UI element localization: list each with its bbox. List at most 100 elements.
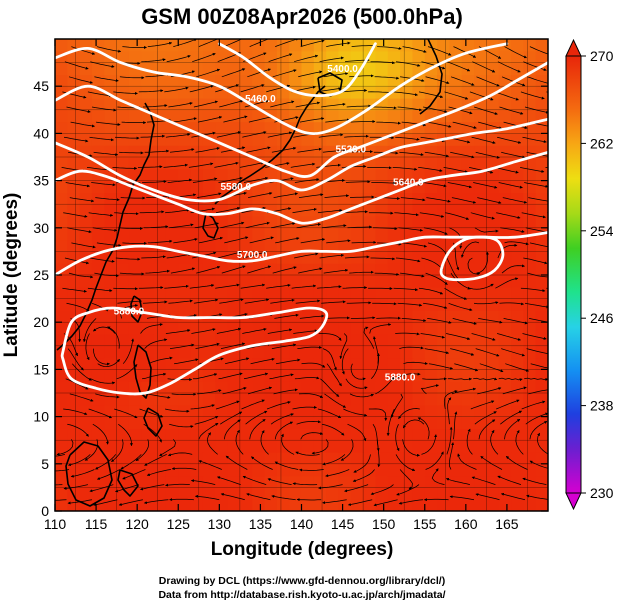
heat-cell (165, 263, 179, 276)
streamline (195, 147, 220, 153)
heat-cell (128, 452, 142, 465)
streamline (423, 302, 448, 309)
streamline (446, 426, 453, 455)
heat-cell (535, 180, 548, 193)
heat-cell (523, 487, 537, 500)
heat-cell (301, 286, 315, 300)
heat-cell (239, 416, 253, 429)
streamline (505, 455, 528, 470)
streamline (503, 121, 528, 129)
x-tick-label: 140 (290, 516, 314, 532)
heat-cell (190, 345, 204, 359)
heat-cell (301, 133, 315, 146)
heat-cell (67, 180, 81, 193)
heat-cell (116, 216, 130, 229)
heat-cell (449, 416, 463, 429)
heat-cell (449, 216, 463, 229)
heat-cell (474, 298, 487, 311)
heat-cell (498, 440, 512, 453)
heat-cell (153, 216, 167, 229)
heat-cell (498, 416, 512, 429)
heat-cell (141, 369, 155, 382)
heat-cell (128, 334, 142, 347)
heat-cell (375, 298, 389, 311)
y-tick-label: 0 (41, 503, 49, 519)
streamline (173, 237, 198, 244)
heat-cell (165, 157, 179, 170)
heat-cell (313, 239, 327, 252)
heat-cell (55, 310, 68, 323)
streamline (270, 413, 294, 425)
streamline (115, 257, 141, 261)
streamline (399, 151, 424, 157)
streamline (122, 469, 146, 480)
streamline (91, 182, 116, 187)
streamline (270, 298, 295, 304)
streamline (471, 476, 496, 485)
streamline (473, 182, 498, 189)
heat-cell (474, 428, 487, 441)
heat-cell (239, 357, 253, 370)
heat-cell (326, 180, 340, 193)
x-tick-label: 150 (372, 516, 396, 532)
heat-cell (461, 145, 475, 158)
streamline (63, 484, 88, 490)
streamline (169, 148, 195, 153)
streamline (265, 161, 290, 168)
heat-cell (461, 133, 475, 146)
streamline (270, 100, 295, 108)
heat-cell (449, 74, 463, 87)
streamline (529, 421, 548, 440)
heat-cell (424, 275, 438, 288)
streamline (96, 121, 121, 126)
heat-cell (215, 50, 229, 64)
heat-cell (239, 62, 253, 75)
heat-cell (128, 157, 142, 170)
streamline (246, 146, 271, 153)
streamline (198, 460, 222, 470)
heat-cell (239, 322, 253, 335)
heat-cell (190, 39, 204, 52)
heat-cell (511, 204, 524, 217)
heat-cell (424, 334, 438, 347)
streamline (371, 181, 396, 185)
streamline (141, 58, 166, 63)
heat-cell (523, 74, 537, 87)
x-tick-label: 130 (208, 516, 232, 532)
streamline (502, 197, 528, 204)
streamline (451, 387, 477, 395)
colorbar-gradient (565, 55, 582, 494)
streamline (445, 478, 470, 485)
streamline (419, 212, 445, 218)
heat-cell (165, 452, 179, 465)
heat-cell (498, 263, 512, 276)
streamline (114, 136, 140, 140)
streamline (292, 482, 318, 486)
heat-cell (55, 275, 68, 288)
heat-cell (461, 475, 475, 488)
heat-cell (67, 157, 81, 170)
streamline (325, 469, 350, 478)
heat-cell (178, 298, 192, 311)
heat-cell (350, 369, 364, 382)
heat-cell (498, 109, 512, 123)
streamline (528, 197, 548, 202)
heat-cell (202, 452, 216, 465)
heat-cell (178, 322, 192, 335)
heat-cell (252, 192, 266, 205)
heat-cell (412, 310, 426, 323)
heat-cell (474, 475, 487, 488)
heat-cell (79, 204, 93, 217)
heat-cell (227, 227, 241, 241)
streamline (372, 106, 397, 110)
heat-cell (289, 440, 303, 453)
heat-cell (363, 109, 377, 123)
heat-cell (400, 62, 414, 75)
heat-cell (511, 463, 524, 477)
heat-cell (449, 157, 463, 170)
heat-cell (350, 121, 364, 134)
heat-cell (153, 98, 167, 111)
streamline (450, 272, 471, 290)
heat-cell (91, 499, 105, 511)
